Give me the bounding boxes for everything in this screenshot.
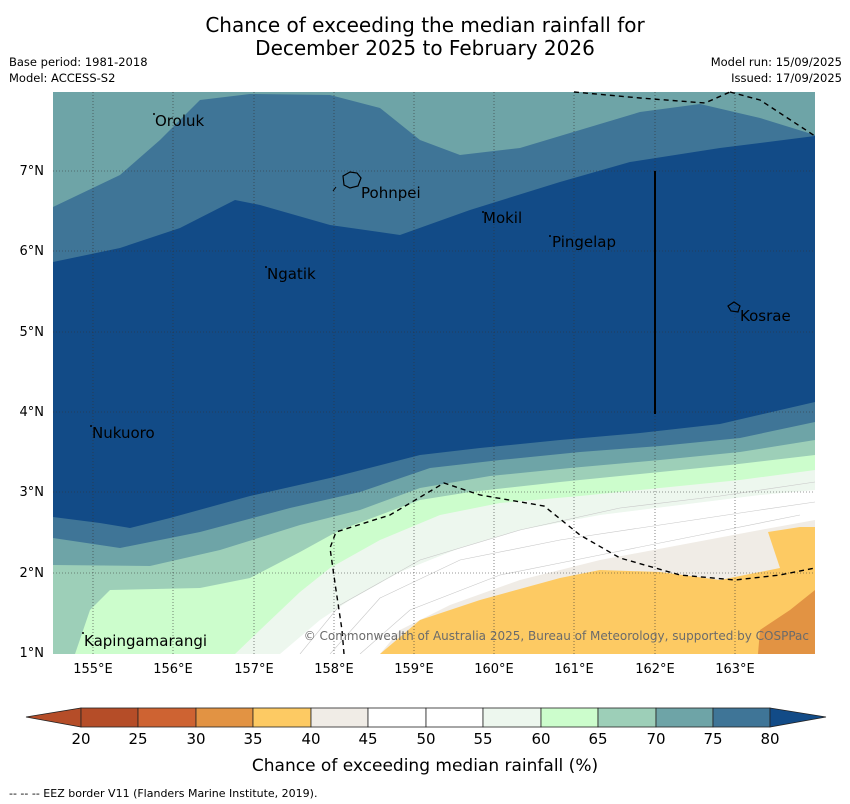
lon-tick: 156°E [153,662,193,677]
oroluk-island-icon [153,113,155,115]
kosrae-island-icon [727,301,741,313]
lon-tick: 160°E [474,662,514,677]
colorbar-tick: 30 [186,730,206,748]
island-dot [332,186,337,192]
place-label: Kosrae [740,307,791,325]
lon-tick: 158°E [314,662,354,677]
graticule [53,92,815,654]
eez-footnote: -- -- -- EEZ border V11 (Flanders Marine… [9,787,318,800]
colorbar-tick: 25 [128,730,148,748]
colorbar-tick: 40 [301,730,321,748]
band-65-70-north [53,92,815,207]
colorbar-label: Chance of exceeding median rainfall (%) [251,756,599,776]
colorbar-tick: 80 [760,730,780,748]
lat-tick: 5°N [19,325,45,340]
place-label: Nukuoro [92,424,155,442]
band-30-35 [758,590,815,654]
colorbar-tick: 70 [646,730,666,748]
eez-border [329,91,816,655]
lat-tick: 4°N [19,405,45,420]
colorbar-tick: 20 [71,730,91,748]
lat-tick: 7°N [19,164,45,179]
title-line-2: December 2025 to February 2026 [255,36,595,60]
lon-tick: 161°E [554,662,594,677]
colorbar-tick: 65 [588,730,608,748]
lon-tick: 159°E [394,662,434,677]
place-label: Ngatik [267,265,316,283]
place-label: Pohnpei [361,184,421,202]
colorbar-tick: 50 [416,730,436,748]
lon-tick: 162°E [635,662,675,677]
lon-tick: 157°E [234,662,274,677]
probability-fill [53,92,815,654]
kapingamarangi-island-icon [82,632,84,634]
model-run: Model run: 15/09/2025 [710,55,842,69]
contour-line [299,481,815,654]
copyright-note: © Commonwealth of Australia 2025, Bureau… [304,629,809,643]
contour-line [329,501,815,654]
band-35-40 [380,527,815,654]
pingelap-island-icon [549,235,551,237]
place-label: Oroluk [155,112,204,130]
colorbar-tick: 45 [358,730,378,748]
place-label: Mokil [483,209,522,227]
lat-tick: 3°N [19,485,45,500]
lon-tick: 163°E [715,662,755,677]
band-70-75-north [53,92,815,262]
ngatik-island-icon [265,266,267,268]
nukuoro-island-icon [90,425,92,427]
model-name: Model: ACCESS-S2 [9,71,116,85]
place-label: Pingelap [552,233,616,251]
lat-tick: 6°N [19,244,45,259]
lon-tick: 155°E [73,662,113,677]
lat-tick: 2°N [19,566,45,581]
place-label: Kapingamarangi [84,632,207,650]
base-period: Base period: 1981-2018 [9,55,148,69]
issued-date: Issued: 17/09/2025 [731,71,842,85]
mokil-island-icon [482,211,484,213]
colorbar [25,707,827,728]
colorbar-tick: 35 [243,730,263,748]
lat-tick: 1°N [19,646,45,661]
colorbar-tick: 60 [531,730,551,748]
colorbar-tick: 55 [473,730,493,748]
contour-line [359,514,801,654]
title-line-1: Chance of exceeding the median rainfall … [205,13,645,37]
colorbar-tick: 75 [703,730,723,748]
pohnpei-island-icon [342,171,362,189]
